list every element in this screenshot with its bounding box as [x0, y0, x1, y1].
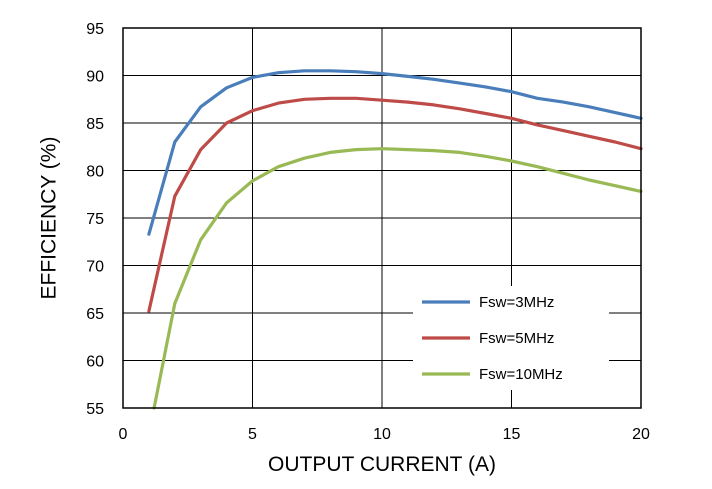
legend-label-3: Fsw=10MHz — [479, 366, 563, 383]
y-tick-label: 85 — [86, 116, 104, 133]
y-tick-labels: 55 60 65 70 75 80 85 90 95 — [86, 21, 104, 418]
y-tick-label: 70 — [86, 259, 104, 276]
y-tick-label: 75 — [86, 211, 104, 228]
y-tick-label: 65 — [86, 306, 104, 323]
y-tick-label: 90 — [86, 69, 104, 86]
x-tick-labels: 0 5 10 15 20 — [119, 426, 650, 443]
series-line-3 — [152, 147, 643, 410]
series-lines — [147, 69, 643, 410]
x-tick-label: 20 — [632, 426, 650, 443]
y-tick-label: 80 — [86, 164, 104, 181]
x-tick-label: 0 — [119, 426, 128, 443]
legend: Fsw=3MHz Fsw=5MHz Fsw=10MHz — [413, 286, 609, 390]
x-tick-label: 15 — [503, 426, 521, 443]
y-tick-label: 55 — [86, 401, 104, 418]
x-tick-label: 10 — [373, 426, 391, 443]
y-tick-label: 95 — [86, 21, 104, 38]
plot-frame — [122, 27, 642, 409]
series-line-2 — [147, 96, 643, 313]
legend-label-2: Fsw=5MHz — [479, 330, 554, 347]
y-axis-title: EFFICIENCY (%) — [37, 137, 60, 300]
x-axis-title: OUTPUT CURRENT (A) — [268, 453, 496, 476]
legend-label-1: Fsw=3MHz — [479, 294, 554, 311]
series-line-1 — [147, 69, 643, 236]
y-tick-label: 60 — [86, 354, 104, 371]
x-tick-label: 5 — [248, 426, 257, 443]
